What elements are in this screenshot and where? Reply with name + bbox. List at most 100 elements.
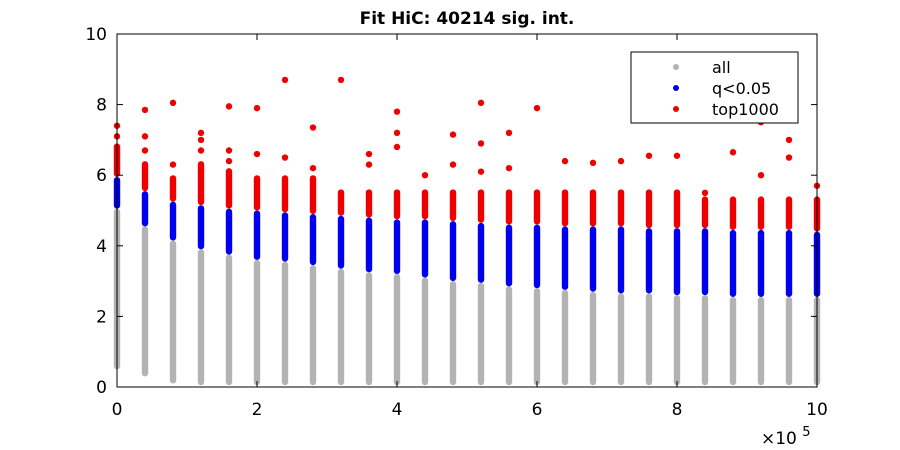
points-q-0-05-13 xyxy=(477,222,485,283)
points-all-1 xyxy=(141,226,149,377)
point-top1000-outlier-26 xyxy=(449,161,457,168)
points-top1000-9 xyxy=(365,189,373,218)
points-q-0-05-9 xyxy=(365,217,373,273)
y-tick-label: 0 xyxy=(96,378,107,398)
points-q-0-05-7 xyxy=(309,214,317,266)
points-top1000-23 xyxy=(757,196,765,230)
points-q-0-05-22 xyxy=(729,229,737,297)
points-all-4 xyxy=(225,254,233,386)
point-top1000-outlier-43 xyxy=(785,154,793,161)
points-q-0-05-19 xyxy=(645,228,653,294)
points-top1000-8 xyxy=(337,189,345,216)
points-all-13 xyxy=(477,282,485,386)
points-q-0-05-5 xyxy=(253,210,261,260)
point-top1000-outlier-30 xyxy=(477,99,485,107)
point-top1000-outlier-12 xyxy=(225,103,233,110)
point-top1000-outlier-23 xyxy=(393,129,401,137)
y-axis: 0 2 4 6 8 10 xyxy=(85,25,817,398)
points-all-19 xyxy=(645,293,653,386)
points-q-0-05-3 xyxy=(197,205,205,250)
points-q-0-05-23 xyxy=(757,229,765,297)
point-top1000-outlier-13 xyxy=(253,150,261,158)
legend-label-q005: q<0.05 xyxy=(712,79,771,98)
points-all-10 xyxy=(393,274,401,386)
points-q-0-05-1 xyxy=(141,191,149,227)
points-q-0-05-6 xyxy=(281,212,289,262)
points-top1000-22 xyxy=(729,196,737,230)
y-tick-label: 6 xyxy=(96,166,107,186)
x-multiplier-label: ×10 5 xyxy=(761,425,811,449)
x-tick-label: 0 xyxy=(112,400,123,420)
x-axis: 0 2 4 6 8 10 xyxy=(112,34,828,420)
points-top1000-15 xyxy=(533,189,541,225)
points-all-15 xyxy=(533,288,541,386)
legend-marker-q005 xyxy=(673,85,679,91)
y-tick-label: 8 xyxy=(96,96,107,116)
points-top1000-10 xyxy=(393,189,401,220)
point-top1000-outlier-27 xyxy=(449,131,457,138)
points-q-0-05-16 xyxy=(561,226,569,290)
point-top1000-outlier-34 xyxy=(561,157,569,165)
points-all-22 xyxy=(729,296,737,386)
points-q-0-05-11 xyxy=(421,219,429,278)
point-top1000-outlier-3 xyxy=(141,133,149,140)
points-top1000-19 xyxy=(645,189,653,229)
legend-marker-top1000 xyxy=(673,106,679,112)
x-tick-label: 6 xyxy=(532,400,543,420)
points-top1000-13 xyxy=(477,189,485,223)
points-all-16 xyxy=(561,289,569,386)
point-top1000-outlier-28 xyxy=(477,168,485,175)
point-top1000-outlier-16 xyxy=(281,76,289,84)
points-top1000-14 xyxy=(505,189,513,225)
x-tick-label: 8 xyxy=(672,400,683,420)
points-top1000-4 xyxy=(225,168,233,209)
point-top1000-outlier-36 xyxy=(617,157,625,165)
point-top1000-outlier-37 xyxy=(645,152,653,159)
points-all-7 xyxy=(309,265,317,386)
points-all-21 xyxy=(701,295,709,386)
points-top1000-24 xyxy=(785,196,793,230)
points-top1000-5 xyxy=(253,175,261,211)
point-top1000-outlier-32 xyxy=(505,129,513,137)
points-top1000-1 xyxy=(141,161,149,192)
legend-box xyxy=(630,51,799,124)
points-top1000-21 xyxy=(701,196,709,229)
x-tick-label: 2 xyxy=(252,400,263,420)
points-all-6 xyxy=(281,261,289,386)
points-all-18 xyxy=(617,293,625,386)
points-top1000-20 xyxy=(673,189,681,229)
point-top1000-outlier-41 xyxy=(757,172,765,179)
points-top1000-6 xyxy=(281,175,289,213)
points-q-0-05-2 xyxy=(169,201,177,241)
x-tick-label: 4 xyxy=(392,400,403,420)
points-q-0-05-12 xyxy=(449,221,457,282)
points-top1000-11 xyxy=(421,189,429,220)
point-top1000-outlier-14 xyxy=(253,104,261,112)
x-tick-label: 10 xyxy=(806,400,828,420)
point-top1000-outlier-18 xyxy=(309,124,317,131)
x-multiplier-exponent: 5 xyxy=(802,425,810,440)
point-top1000-outlier-5 xyxy=(169,161,177,168)
points-q-0-05-17 xyxy=(589,226,597,292)
y-tick-label: 2 xyxy=(96,307,107,327)
legend: all q<0.05 top1000 xyxy=(630,51,799,124)
point-top1000-outlier-31 xyxy=(505,164,513,172)
point-top1000-outlier-39 xyxy=(701,189,709,197)
point-top1000-outlier-29 xyxy=(477,140,485,147)
points-all-9 xyxy=(365,272,373,386)
point-top1000-outlier-44 xyxy=(785,136,793,144)
points-q-0-05-14 xyxy=(505,224,513,287)
legend-label-top1000: top1000 xyxy=(712,100,779,119)
points-all-2 xyxy=(169,240,177,384)
point-top1000-outlier-24 xyxy=(393,108,401,115)
point-top1000-outlier-7 xyxy=(197,147,205,154)
points-all-23 xyxy=(757,296,765,386)
points-all-14 xyxy=(505,286,513,386)
point-top1000-outlier-40 xyxy=(729,149,737,156)
point-top1000-outlier-6 xyxy=(169,99,177,107)
point-top1000-outlier-15 xyxy=(281,154,289,161)
points-q-0-05-10 xyxy=(393,219,401,275)
point-top1000-outlier-4 xyxy=(141,106,149,114)
points-q-0-05-4 xyxy=(225,208,233,255)
